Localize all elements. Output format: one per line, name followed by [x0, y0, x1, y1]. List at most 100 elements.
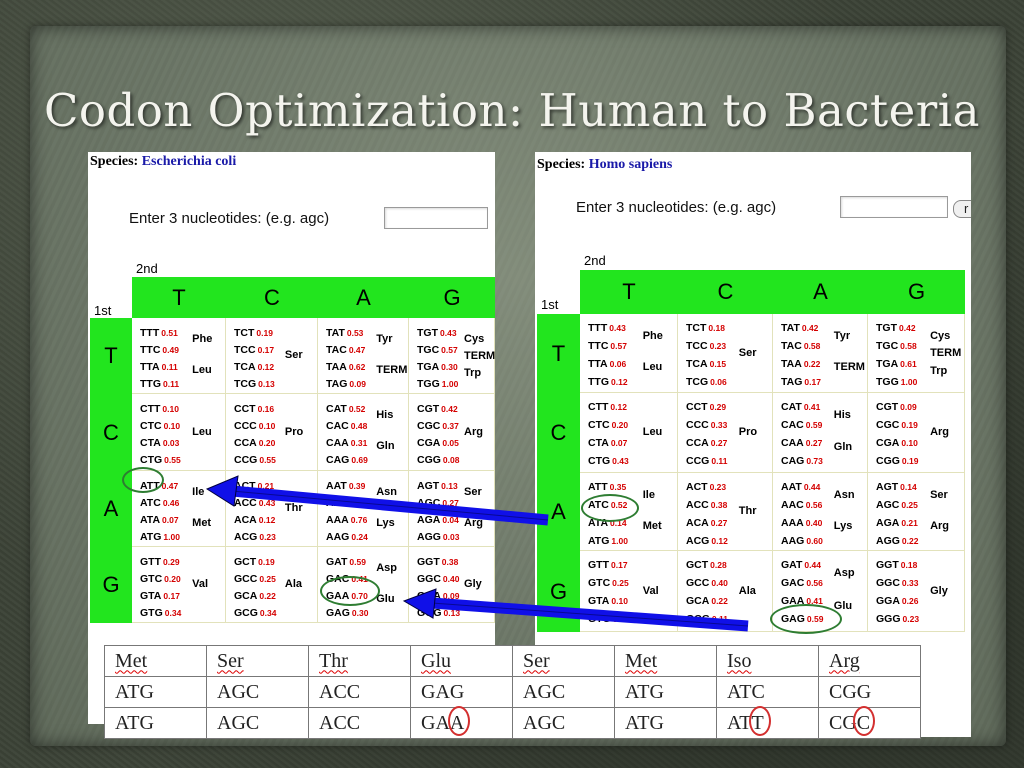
- codon-frequency: 0.11: [163, 379, 180, 389]
- second-base-header-1: C: [717, 279, 734, 304]
- enter-nucleotides-label: Enter 3 nucleotides: (e.g. agc): [129, 210, 330, 227]
- codon-text: ATG: [115, 711, 154, 734]
- codon-triplet: CCA: [234, 437, 257, 449]
- codon-triplet: CGT: [417, 403, 440, 415]
- codon-triplet: ATG: [588, 535, 610, 547]
- codon-entry: TCA 0.15: [686, 358, 726, 370]
- codon-entry: TAC 0.58: [781, 340, 820, 352]
- sequence-cell: Iso: [716, 645, 819, 677]
- codon-entry: GTA 0.17: [140, 590, 180, 602]
- codon-entry: CTC 0.10: [140, 420, 180, 432]
- codon-triplet: CAC: [781, 419, 804, 431]
- codon-entry: TAG 0.17: [781, 376, 821, 388]
- codon-entry: TAG 0.09: [326, 378, 366, 390]
- codon-triplet: TGA: [417, 361, 440, 373]
- nucleotide-input[interactable]: [384, 207, 488, 229]
- codon-frequency: 0.17: [257, 345, 275, 355]
- codon-cell: TGT 0.43 TGC 0.57 TGA 0.30 TGG 1.00 Cys TERM Trp: [409, 318, 495, 394]
- codon-frequency: 0.58: [900, 341, 917, 351]
- codon-triplet: CAC: [326, 420, 349, 432]
- codon-entry: GAC 0.56: [781, 577, 823, 589]
- codon-triplet: ACC: [234, 497, 257, 509]
- codon-entry: TCT 0.19: [234, 327, 273, 339]
- codon-triplet: CAA: [326, 437, 349, 449]
- codon-entry: CTG 0.43: [588, 455, 629, 467]
- amino-acid-label: TERM: [930, 347, 962, 360]
- codon-frequency: 1.00: [163, 532, 180, 542]
- codon-triplet: TTC: [140, 344, 161, 356]
- first-base-label-0: T: [551, 340, 566, 366]
- codon-text: ATC: [727, 680, 765, 703]
- codon-entry: GCT 0.28: [686, 559, 727, 571]
- codon-frequency: 0.18: [900, 560, 918, 570]
- codon-triplet: TAG: [326, 378, 348, 390]
- codon-entry: ATA 0.07: [140, 514, 179, 526]
- codon-entry: CCG 0.11: [686, 455, 727, 467]
- second-base-header-0: T: [172, 285, 186, 310]
- codon-entry: GTG 0.34: [140, 607, 181, 619]
- amino-acid-label: Ser: [738, 346, 757, 359]
- codon-entry: TGA 0.30: [417, 361, 458, 373]
- codon-frequency: 0.18: [708, 323, 725, 333]
- codon-frequency: 0.10: [611, 596, 628, 606]
- codon-frequency: 0.40: [805, 518, 823, 528]
- codon-entry: ACG 0.23: [234, 531, 276, 543]
- codon-cell: GTT 0.29 GTC 0.20 GTA 0.17 GTG 0.34 Val: [132, 547, 226, 623]
- submit-button[interactable]: r: [953, 200, 971, 218]
- codon-cell: GCT 0.19 GCC 0.25 GCA 0.22 GCG 0.34 Ala: [226, 547, 318, 623]
- codon-frequency: 0.61: [900, 359, 917, 369]
- amino-acid-label: Thr: [284, 502, 303, 514]
- sequence-cell: AGC: [512, 707, 615, 739]
- codon-entry: CAT 0.52: [326, 403, 365, 415]
- codon-entry: GGT 0.38: [417, 556, 458, 568]
- codon-entry: ATG 1.00: [140, 531, 180, 543]
- codon-frequency: 0.47: [348, 345, 366, 355]
- codon-frequency: 0.30: [441, 362, 458, 372]
- sequence-cell: Ser: [206, 645, 309, 677]
- codon-triplet: GGT: [876, 559, 899, 571]
- codon-frequency: 0.12: [258, 515, 276, 525]
- slide-title: Codon Optimization: Human to Bacteria: [43, 84, 981, 137]
- codon-frequency: 0.27: [710, 438, 728, 448]
- codon-cell: AGT 0.13 AGC 0.27 AGA 0.04 AGG 0.03 Ser Arg: [409, 471, 495, 547]
- amino-acid-label: His: [833, 409, 851, 421]
- amino-acid-label: Asp: [376, 562, 398, 575]
- codon-frequency: 0.23: [709, 482, 727, 492]
- amino-acid-label: Gln: [376, 440, 395, 453]
- codon-triplet: ACC: [686, 499, 709, 511]
- codon-frequency: 0.17: [804, 377, 821, 387]
- codon-triplet: GAC: [781, 577, 805, 589]
- codon-triplet: ACG: [234, 531, 258, 543]
- codon-triplet: AGG: [417, 531, 441, 543]
- codon-text: AGC: [523, 680, 566, 703]
- codon-entry: GCG 0.34: [234, 607, 276, 619]
- codon-frequency: 0.03: [162, 438, 180, 448]
- codon-entry: GAT 0.44: [781, 559, 821, 571]
- codon-frequency: 0.29: [163, 557, 180, 567]
- amino-acid-label: Val: [192, 578, 209, 590]
- codon-frequency: 0.20: [164, 574, 181, 584]
- codon-triplet: TAA: [781, 358, 802, 370]
- codon-frequency: 0.19: [901, 456, 919, 466]
- codon-frequency: 0.20: [258, 438, 276, 448]
- codon-triplet: AGT: [876, 481, 899, 493]
- codon-frequency: 0.20: [611, 420, 629, 430]
- codon-triplet: CGC: [876, 419, 900, 431]
- codon-frequency: 0.19: [258, 557, 275, 567]
- nucleotide-input[interactable]: [840, 196, 948, 218]
- amino-acid-label: Val: [642, 584, 659, 597]
- sequence-cell: ATG: [104, 676, 207, 708]
- sequence-cell: AGC: [206, 676, 309, 708]
- codon-entry: TAT 0.53: [326, 327, 363, 339]
- codon-cell: TCT 0.18 TCC 0.23 TCA 0.15 TCG 0.06 Ser: [678, 314, 773, 393]
- amino-acid-label: Phe: [192, 333, 213, 346]
- codon-entry: TAA 0.22: [781, 358, 820, 370]
- amino-acid-label: Glu: [376, 592, 395, 605]
- codon-triplet: CAG: [326, 454, 350, 466]
- codon-entry: TGA 0.61: [876, 358, 917, 370]
- codon-entry: CTG 0.55: [140, 454, 181, 466]
- amino-acid-label: TERM: [833, 361, 865, 374]
- codon-triplet: CGC: [417, 420, 441, 432]
- codon-triplet: TGC: [876, 340, 899, 352]
